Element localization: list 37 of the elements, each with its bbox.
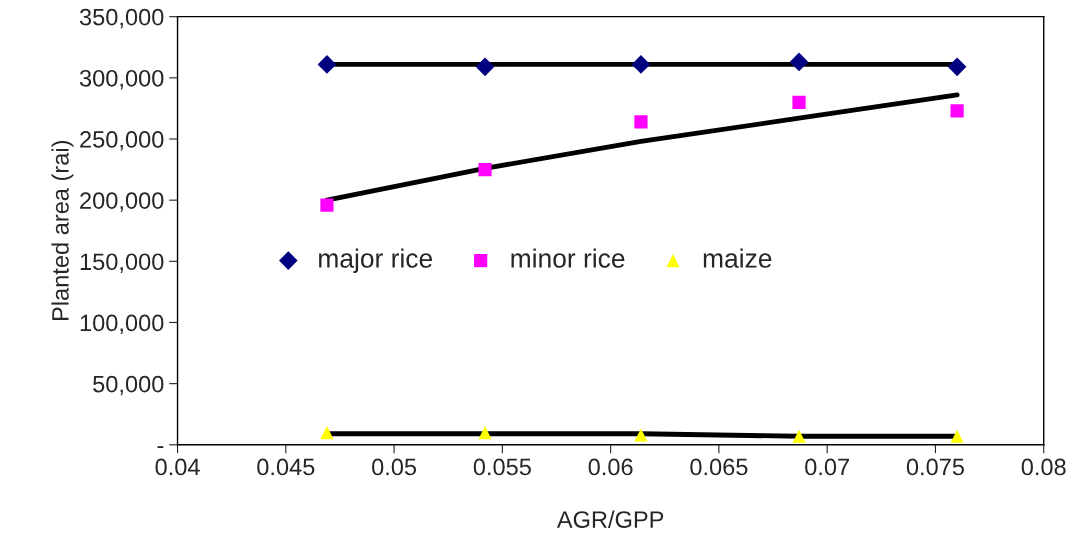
x-tick-label: 0.075 — [906, 458, 964, 476]
point — [947, 57, 967, 77]
point — [317, 55, 337, 74]
point — [634, 115, 648, 129]
point — [320, 425, 334, 440]
point — [320, 198, 334, 212]
point — [631, 55, 651, 74]
x-tick-label: 0.07 — [805, 458, 849, 476]
y-tick-label: 100,000 — [80, 314, 164, 335]
x-tick-label: 0.065 — [690, 458, 748, 476]
point — [950, 104, 964, 118]
x-tick-label: 0.05 — [372, 458, 417, 476]
y-tick-label: 150,000 — [80, 253, 164, 273]
y-tick-label: 350,000 — [79, 8, 164, 29]
legend-label: major rice — [319, 248, 432, 274]
point — [792, 95, 806, 109]
legend-label: maize — [703, 248, 772, 268]
x-tick-label: 0.045 — [257, 458, 315, 476]
point — [634, 428, 648, 442]
point — [478, 425, 492, 440]
legend-label: minor rice — [511, 248, 625, 268]
point — [950, 429, 964, 443]
x-tick-label: 0.055 — [473, 458, 531, 476]
x-tick-label: 0.08 — [1021, 458, 1066, 476]
point — [475, 57, 495, 77]
point — [478, 162, 492, 177]
y-tick-label: 50,000 — [93, 375, 164, 396]
y-axis-title: Planted area (rai) — [51, 140, 74, 321]
y-tick-label: 200,000 — [80, 192, 164, 212]
y-tick-label: 300,000 — [79, 69, 164, 90]
x-tick-label: 0.04 — [155, 458, 200, 476]
point — [792, 429, 806, 443]
point — [789, 52, 809, 72]
y-tick-label: - — [157, 446, 164, 449]
x-axis-title: AGR/GPP — [556, 510, 664, 528]
x-tick-label: 0.06 — [588, 458, 633, 476]
y-tick-label: 250,000 — [80, 131, 164, 151]
